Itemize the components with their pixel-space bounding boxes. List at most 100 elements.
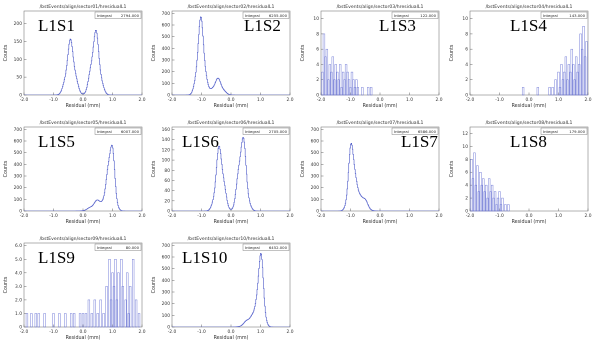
plot-title: /bstEvents/align/sector05/hresidualL1 — [40, 120, 127, 126]
histogram-bin — [73, 313, 76, 328]
stats-integral-value: 6007.000 — [121, 129, 140, 134]
histogram-bin — [573, 79, 576, 96]
stats-integral-label: Integral — [97, 245, 112, 250]
sector-label: L1S10 — [182, 248, 227, 267]
x-tick-label: 2.0 — [585, 97, 592, 103]
y-tick-label: 0 — [316, 93, 319, 99]
plot-title: /bstEvents/align/sector06/hresidualL1 — [188, 120, 275, 126]
sector-label: L1S9 — [38, 248, 75, 267]
histogram-bin — [64, 313, 67, 328]
histogram-bin — [480, 184, 483, 212]
plot-title: /bstEvents/align/sector03/hresidualL1 — [337, 4, 424, 10]
histogram-bin — [108, 259, 111, 328]
y-tick-label: 6.0 — [15, 243, 22, 249]
stats-box — [540, 11, 588, 19]
y-tick-label: 12 — [462, 131, 468, 137]
histogram-bin — [121, 286, 124, 328]
stats-integral-value: 6586.000 — [418, 129, 437, 134]
y-tick-label: 4.0 — [15, 270, 22, 276]
x-tick-label: -1.0 — [346, 213, 355, 219]
y-tick-label: 6 — [465, 47, 468, 53]
x-tick-label: -1.0 — [495, 97, 504, 103]
y-tick-label: 0 — [19, 209, 22, 215]
histogram-bin — [334, 64, 337, 96]
y-tick-label: 2 — [465, 77, 468, 83]
histogram-bin — [78, 313, 82, 328]
plot-title: /bstEvents/align/sector04/hresidualL1 — [486, 4, 573, 10]
y-tick-label: 120 — [162, 147, 171, 153]
histogram-bin — [536, 87, 539, 96]
x-tick-label: 0.0 — [80, 329, 87, 335]
panel-l1s10: /bstEvents/align/sector10/hresidualL1 -2.… — [148, 234, 294, 348]
y-tick-label: 6 — [465, 170, 468, 176]
histogram-bin — [137, 313, 141, 328]
histogram-bin — [115, 299, 119, 328]
x-tick-label: 1.0 — [406, 213, 413, 219]
y-tick-label: 0 — [19, 325, 22, 331]
y-tick-label: 300 — [14, 174, 23, 180]
y-tick-label: 8 — [316, 31, 319, 37]
y-tick-label: 160 — [162, 127, 171, 133]
x-tick-label: 1.0 — [257, 329, 264, 335]
x-tick-label: -2.0 — [317, 213, 326, 219]
histogram-bin — [134, 299, 138, 328]
stats-box — [391, 127, 439, 135]
x-axis-label: Residual (mm) — [66, 219, 101, 225]
x-tick-label: 2.0 — [139, 329, 146, 335]
histogram-bin — [496, 197, 500, 212]
histogram-bin — [582, 26, 585, 96]
x-tick-label: 1.0 — [406, 97, 413, 103]
histogram-bin — [321, 71, 324, 96]
histogram-bin — [477, 191, 480, 212]
y-tick-label: 200 — [162, 301, 171, 307]
histogram-bin — [324, 56, 327, 96]
y-axis-label: Counts — [151, 44, 157, 61]
x-axis-label: Residual (mm) — [512, 103, 547, 109]
stats-integral-value: 179.000 — [569, 129, 585, 134]
histogram-bin — [117, 272, 120, 328]
x-axis-label: Residual (mm) — [66, 103, 101, 109]
histogram-bin — [498, 191, 501, 212]
y-tick-label: 100 — [14, 57, 23, 63]
y-tick-label: 100 — [14, 197, 23, 203]
histogram-bin — [30, 313, 33, 328]
y-tick-label: 10 — [313, 16, 319, 22]
histogram-bin — [132, 259, 135, 328]
stats-integral-label: Integral — [543, 13, 558, 18]
stats-integral-value: 143.000 — [569, 13, 585, 18]
x-tick-label: -1.0 — [495, 213, 504, 219]
sector-label: L1S7 — [401, 132, 438, 151]
histogram-bin — [474, 184, 478, 212]
histogram-bin — [554, 79, 557, 96]
y-tick-label: 700 — [311, 127, 320, 133]
histogram-bin — [343, 79, 346, 96]
x-tick-label: -1.0 — [49, 97, 58, 103]
panel-l1s2: /bstEvents/align/sector02/hresidualL1 -2.… — [148, 2, 294, 116]
histogram-bin — [43, 313, 46, 328]
histogram-bin — [25, 313, 29, 328]
plot-frame — [171, 126, 291, 212]
x-axis-label: Residual (mm) — [214, 219, 249, 225]
histogram-bin — [349, 87, 352, 96]
plot-title: /bstEvents/align/sector01/hresidualL1 — [40, 4, 127, 10]
histogram-series — [24, 144, 142, 211]
x-tick-label: 0.0 — [80, 213, 87, 219]
plot-title: /bstEvents/align/sector02/hresidualL1 — [188, 4, 275, 10]
x-tick-label: 0.0 — [377, 97, 384, 103]
histogram-bin — [340, 87, 343, 96]
histogram-bin — [361, 87, 364, 96]
sector-label: L1S3 — [379, 16, 416, 35]
x-tick-label: -2.0 — [20, 213, 29, 219]
y-tick-label: 200 — [14, 21, 23, 27]
y-tick-label: 4 — [465, 62, 468, 68]
y-tick-label: 1.0 — [15, 311, 22, 317]
histogram-bin — [561, 79, 565, 96]
histogram-bin — [129, 286, 132, 328]
x-tick-label: 2.0 — [287, 213, 294, 219]
histogram-bin — [126, 272, 129, 328]
stats-integral-label: Integral — [245, 245, 260, 250]
x-tick-label: 2.0 — [287, 329, 294, 335]
y-tick-label: 50 — [16, 75, 22, 81]
y-tick-label: 8 — [465, 31, 468, 37]
y-tick-label: 0 — [167, 93, 170, 99]
